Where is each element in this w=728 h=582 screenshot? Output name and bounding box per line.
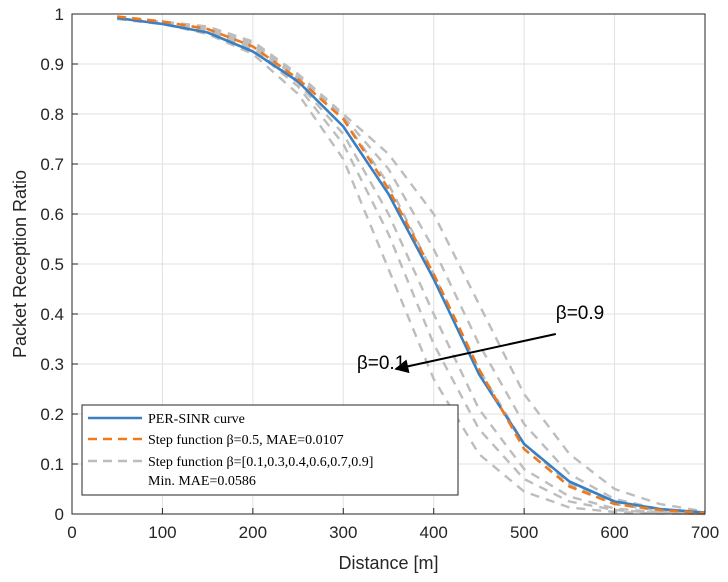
beta-annotation-0: β=0.9 [556,303,604,324]
x-tick-label: 400 [420,523,448,542]
y-tick-label: 0.3 [40,355,64,374]
legend-box [81,404,459,496]
legend-label-0: PER-SINR curve [148,412,245,427]
x-tick-label: 700 [691,523,719,542]
y-tick-label: 0.7 [40,155,64,174]
legend: PER-SINR curve Step function β=0.5, MAE=0… [81,404,459,496]
y-axis-label: Packet Reception Ratio [10,170,30,358]
y-tick-label: 0.2 [40,405,64,424]
x-axis-label: Distance [m] [338,553,438,573]
annotations: β=0.9 β=0.1 [357,303,604,374]
y-tick-label: 0.9 [40,55,64,74]
gray-series-group [117,17,706,516]
x-tick-label: 200 [239,523,267,542]
legend-label-2-line2: Min. MAE=0.0586 [148,474,256,489]
y-tick-label: 1 [55,5,64,24]
x-tick-label: 0 [67,523,76,542]
legend-label-2: Step function β=[0.1,0.3,0.4,0.6,0.7,0.9… [148,455,373,470]
x-tick-label: 600 [600,523,628,542]
series-line-2 [117,17,706,516]
y-tick-label: 0 [55,505,64,524]
main-series-group [117,15,706,515]
y-tick-label: 0.4 [40,305,64,324]
series-line-6 [117,16,706,514]
beta-annotation-1: β=0.1 [357,353,405,374]
beta-arrow [394,333,557,374]
y-tick-label: 0.8 [40,105,64,124]
x-tick-label: 100 [148,523,176,542]
tick-labels: 0 100 200 300 400 500 600 700 0 0.1 0.2 0.3 0.4 0.5 0.… [40,5,719,542]
x-tick-label: 500 [510,523,538,542]
series-line-4 [117,17,706,515]
series-line-0 [117,17,706,516]
y-tick-label: 0.5 [40,255,64,274]
series-line-5 [117,17,706,513]
y-tick-label: 0.6 [40,205,64,224]
x-tick-label: 300 [329,523,357,542]
legend-label-1: Step function β=0.5, MAE=0.0107 [148,433,344,448]
y-tick-label: 0.1 [40,455,64,474]
